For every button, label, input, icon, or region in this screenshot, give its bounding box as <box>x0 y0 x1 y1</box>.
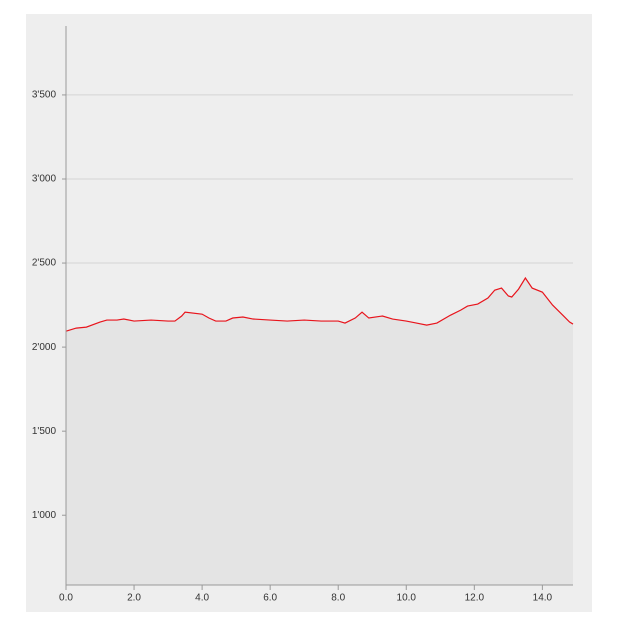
x-tick-label: 12.0 <box>465 593 485 604</box>
y-tick-label: 2'000 <box>32 342 57 353</box>
elevation-line <box>65 276 574 332</box>
x-tick-label: 0.0 <box>59 593 73 604</box>
x-tick-label: 8.0 <box>331 593 345 604</box>
y-tick-label: 1'500 <box>32 426 57 437</box>
y-tick-label: 2'500 <box>32 258 57 269</box>
x-tick-label: 10.0 <box>397 593 417 604</box>
y-tick-label: 1'000 <box>32 510 57 521</box>
x-tick-label: 2.0 <box>127 593 141 604</box>
y-tick-label: 3'500 <box>32 90 57 101</box>
x-tick-label: 4.0 <box>195 593 209 604</box>
y-tick-label: 3'000 <box>32 174 57 185</box>
x-tick-label: 14.0 <box>533 593 553 604</box>
area-fill <box>66 278 573 585</box>
x-tick-label: 6.0 <box>263 593 277 604</box>
